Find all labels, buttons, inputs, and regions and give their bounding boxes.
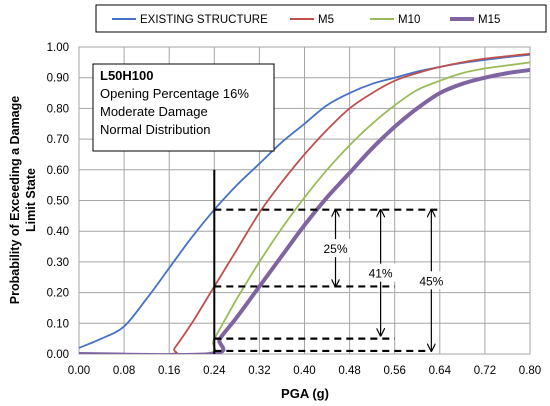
- y-tick-label: 0.00: [47, 349, 69, 361]
- x-tick-label: 0.24: [203, 365, 226, 377]
- x-tick-label: 0.80: [519, 365, 541, 377]
- series-line-m5: [79, 52, 530, 354]
- y-tick-label: 0.60: [47, 165, 69, 177]
- y-tick-labels: 0.00 0.10 0.20 0.30 0.40 0.50 0.60 0.70 0.80 0.90…: [47, 42, 69, 361]
- x-tick-label: 0.00: [68, 365, 90, 377]
- x-tick-label: 0.48: [338, 365, 360, 377]
- y-axis-label-line-2: Limit State: [24, 168, 38, 232]
- x-tick-label: 0.64: [429, 365, 452, 377]
- arrow-label-bg: [320, 239, 351, 258]
- y-tick-label: 0.70: [47, 134, 69, 146]
- info-box-frame: [92, 63, 275, 152]
- arrow-label: 25%: [323, 242, 347, 256]
- y-tick-label: 0.80: [47, 103, 69, 115]
- info-box-line-1: Opening Percentage 16%: [100, 86, 249, 101]
- y-tick-label: 0.30: [47, 257, 69, 269]
- series-line-m10: [79, 61, 530, 354]
- x-tick-label: 0.56: [384, 365, 406, 377]
- annotations: 25% 41% 45%: [213, 169, 447, 354]
- legend-label-m15: M15: [478, 14, 500, 26]
- legend-label-m10: M10: [398, 14, 420, 26]
- y-tick-label: 0.10: [47, 318, 69, 330]
- arrow-label-bg: [365, 263, 396, 282]
- series-lines: [79, 52, 530, 354]
- x-tick-label: 0.40: [293, 365, 315, 377]
- legend-label-existing: EXISTING STRUCTURE: [140, 14, 268, 26]
- legend-label-m5: M5: [318, 14, 334, 26]
- series-line-m15: [79, 68, 530, 354]
- y-axis-label-line-1: Probability of Exceeding a Damage: [8, 96, 22, 304]
- arrow-label: 45%: [419, 274, 443, 288]
- info-box-line-2: Moderate Damage: [100, 104, 208, 119]
- x-tick-labels: 0.00 0.08 0.16 0.24 0.32 0.40 0.48 0.56 0.64 0.72…: [68, 365, 541, 377]
- x-tick-label: 0.16: [158, 365, 180, 377]
- x-tick-label: 0.08: [113, 365, 135, 377]
- arrow-label: 41%: [369, 267, 393, 281]
- y-tick-label: 0.90: [47, 73, 69, 85]
- info-box-title: L50H100: [100, 68, 153, 83]
- x-axis-label: PGA (g): [281, 386, 329, 401]
- info-box: L50H100 Opening Percentage 16% Moderate …: [92, 63, 275, 152]
- arrow-label-bg: [416, 271, 447, 290]
- y-tick-label: 0.50: [47, 196, 69, 208]
- y-tick-label: 1.00: [47, 42, 69, 54]
- info-box-line-3: Normal Distribution: [100, 122, 211, 137]
- legend: EXISTING STRUCTURE M5 M10 M15: [95, 4, 547, 33]
- y-tick-label: 0.20: [47, 288, 69, 300]
- x-tick-label: 0.72: [474, 365, 496, 377]
- y-tick-label: 0.40: [47, 226, 69, 238]
- x-tick-label: 0.32: [248, 365, 270, 377]
